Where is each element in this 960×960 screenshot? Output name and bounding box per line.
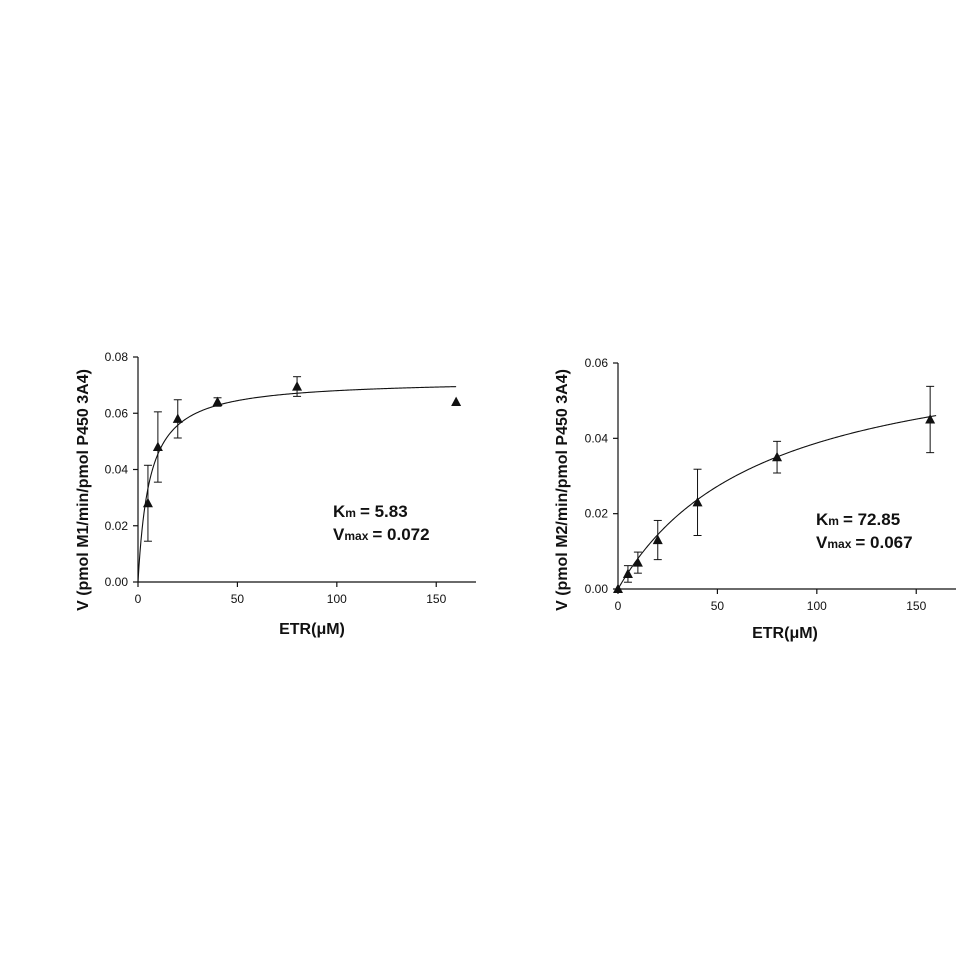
chart-m2-x-tick-label: 150 bbox=[906, 599, 926, 613]
chart-m2-x-tick-label: 100 bbox=[807, 599, 827, 613]
chart-m2-x-axis-title: ETR(μM) bbox=[752, 625, 818, 642]
chart-m1-x-tick-label: 50 bbox=[231, 592, 245, 606]
chart-m2-data-point bbox=[652, 534, 663, 545]
chart-m2-x-tick-label: 50 bbox=[711, 599, 725, 613]
chart-m1-data-point bbox=[451, 396, 462, 407]
chart-m2-data-point bbox=[772, 451, 783, 462]
chart-m2-km-annotation: Km = 72.85 bbox=[816, 510, 900, 529]
chart-m2-y-tick-label: 0.04 bbox=[585, 431, 609, 445]
chart-m1-y-axis-title: V (pmol M1/min/pmol P450 3A4) bbox=[75, 369, 92, 611]
chart-m1-ticks: 0.00 0.02 0.04 0.06 0.08 0 50 100 150 bbox=[105, 350, 447, 606]
chart-m1-x-axis-title: ETR(μM) bbox=[279, 621, 345, 638]
chart-m1-vmax-annotation: Vmax = 0.072 bbox=[333, 525, 430, 544]
chart-m1-data-point bbox=[142, 497, 153, 508]
chart-m1-km-annotation: Km = 5.83 bbox=[333, 502, 408, 521]
chart-m1-x-tick-label: 100 bbox=[327, 592, 347, 606]
chart-m1-x-tick-label: 0 bbox=[135, 592, 142, 606]
chart-m2-vmax-annotation: Vmax = 0.067 bbox=[816, 533, 913, 552]
chart-m2-data-point bbox=[632, 557, 643, 567]
chart-m2-x-tick-label: 0 bbox=[615, 599, 622, 613]
chart-m2-y-tick-label: 0.02 bbox=[585, 507, 609, 521]
chart-panel-m1: 0.00 0.02 0.04 0.06 0.08 0 50 100 150 ETR(μM) V … bbox=[75, 350, 476, 638]
chart-m2-data-point bbox=[622, 568, 633, 578]
chart-m2-data-point bbox=[925, 414, 936, 424]
chart-m2-y-tick-label: 0.00 bbox=[585, 582, 609, 596]
chart-m2-y-axis-title: V (pmol M2/min/pmol P450 3A4) bbox=[554, 369, 571, 611]
chart-m2-marks bbox=[613, 385, 937, 594]
chart-m1-fit-curve bbox=[137, 386, 457, 583]
chart-m2-ticks: 0.00 0.02 0.04 0.06 0 50 100 150 bbox=[585, 356, 927, 613]
chart-m1-x-tick-label: 150 bbox=[426, 592, 446, 606]
chart-m1-data-point bbox=[152, 441, 163, 452]
chart-m1-y-tick-label: 0.00 bbox=[105, 575, 129, 589]
chart-m1-y-tick-label: 0.02 bbox=[105, 519, 129, 533]
chart-m2-y-tick-label: 0.06 bbox=[585, 356, 609, 370]
chart-m2-data-point bbox=[692, 496, 703, 507]
chart-m1-data-point bbox=[172, 413, 183, 423]
chart-panel-m2: 0.00 0.02 0.04 0.06 0 50 100 150 ETR(μM) V (pmo… bbox=[554, 356, 956, 642]
chart-m1-marks bbox=[137, 376, 462, 583]
chart-m1-y-tick-label: 0.08 bbox=[105, 350, 129, 364]
chart-m1-data-point bbox=[292, 381, 303, 391]
chart-m1-y-tick-label: 0.04 bbox=[105, 463, 129, 477]
chart-m1-data-point bbox=[212, 396, 223, 407]
chart-m1-y-tick-label: 0.06 bbox=[105, 406, 129, 420]
